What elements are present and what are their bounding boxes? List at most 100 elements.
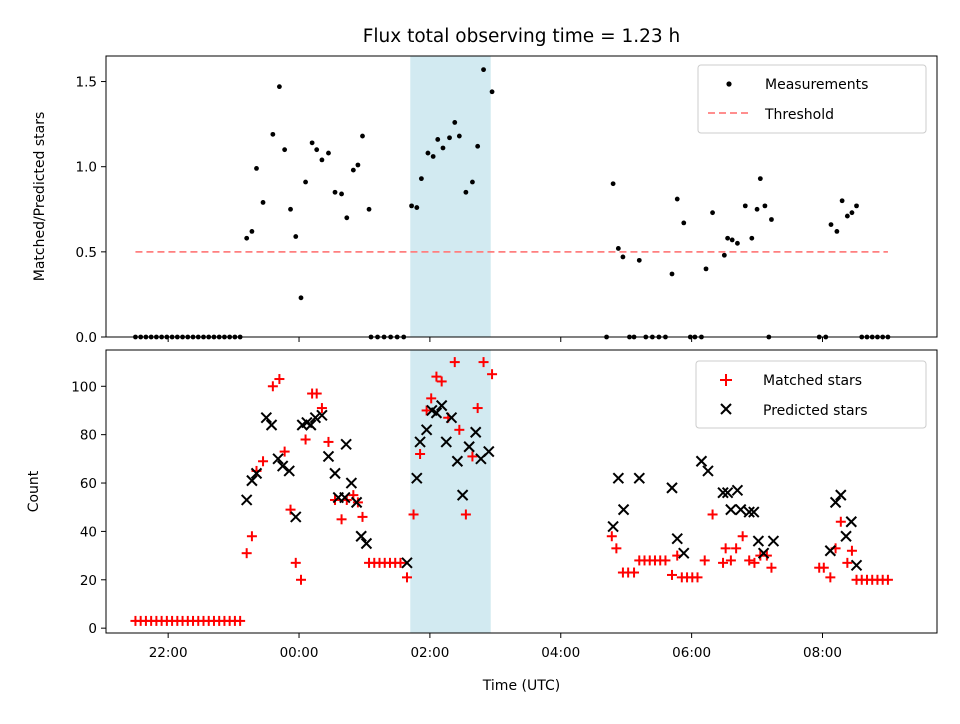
matched-star-point bbox=[467, 451, 478, 462]
ratio-legend: Measurements Threshold bbox=[697, 64, 927, 134]
predicted-star-point bbox=[322, 450, 335, 463]
predicted-star-point bbox=[617, 503, 630, 516]
matched-star-point bbox=[311, 388, 322, 399]
measurement-point bbox=[303, 179, 308, 185]
matched-star-point bbox=[718, 557, 729, 568]
matched-star-point bbox=[431, 371, 442, 382]
legend-threshold-label: Threshold bbox=[764, 107, 834, 123]
predicted-star-point bbox=[702, 465, 714, 477]
measurement-point bbox=[489, 89, 495, 95]
matched-star-point bbox=[731, 543, 742, 554]
measurement-point bbox=[749, 235, 755, 241]
predicted-star-point bbox=[316, 409, 328, 422]
predicted-star-point bbox=[721, 487, 734, 499]
measurement-point bbox=[669, 271, 675, 277]
matched-star-point bbox=[336, 514, 347, 525]
matched-star-point bbox=[246, 531, 257, 542]
predicted-star-point bbox=[845, 516, 857, 528]
ratio-y-tick-label: 0.0 bbox=[76, 330, 97, 346]
measurement-point bbox=[430, 154, 436, 159]
measurement-point bbox=[360, 133, 365, 139]
predicted-star-point bbox=[329, 467, 341, 480]
matched-star-point bbox=[323, 436, 334, 447]
measurements-series bbox=[133, 67, 891, 340]
measurement-point bbox=[350, 167, 356, 173]
measurement-point bbox=[615, 246, 621, 251]
measurement-point bbox=[757, 176, 763, 182]
matched-star-point bbox=[478, 357, 489, 368]
predicted-star-point bbox=[272, 453, 284, 465]
time-x-tick-label: 00:00 bbox=[280, 645, 319, 661]
matched-star-point bbox=[279, 446, 290, 457]
matched-star-point bbox=[472, 403, 483, 414]
measurement-point bbox=[769, 217, 774, 222]
ratio-plot-frame bbox=[105, 55, 938, 338]
matched-star-point bbox=[846, 545, 857, 556]
predicted-star-point bbox=[752, 535, 765, 547]
matched-star-point bbox=[357, 511, 368, 522]
matched-star-point bbox=[692, 572, 703, 583]
measurement-point bbox=[710, 210, 715, 216]
measurement-point bbox=[456, 133, 462, 139]
measurement-point bbox=[735, 240, 740, 246]
matched-star-point bbox=[606, 531, 617, 542]
measurement-point bbox=[703, 266, 709, 272]
matched-star-point bbox=[737, 531, 748, 542]
matched-star-point bbox=[666, 569, 677, 580]
predicted-star-point bbox=[671, 532, 683, 545]
predicted-star-point bbox=[743, 506, 755, 518]
predicted-star-point bbox=[250, 467, 263, 480]
measurement-point bbox=[288, 206, 293, 212]
measurement-point bbox=[440, 145, 446, 151]
predicted-star-point bbox=[734, 503, 747, 516]
predicted-star-point bbox=[401, 557, 413, 569]
time-x-tick-label: 06:00 bbox=[672, 645, 711, 661]
matched-star-point bbox=[629, 567, 640, 578]
measurement-point bbox=[721, 252, 727, 258]
matched-star-point bbox=[744, 555, 755, 566]
count-legend-box bbox=[695, 360, 927, 429]
ratio-y-tick-label: 1.5 bbox=[76, 75, 97, 91]
legend-measurements-marker bbox=[726, 81, 732, 87]
measurement-point bbox=[293, 234, 299, 239]
matched-star-point bbox=[300, 434, 311, 445]
predicted-star-point bbox=[850, 559, 863, 571]
matched-star-point bbox=[235, 615, 246, 626]
measurement-point bbox=[839, 198, 845, 204]
matched-star-point bbox=[274, 374, 285, 385]
matched-star-point bbox=[295, 574, 306, 585]
count-y-axis: 0 20 40 60 80 100 bbox=[71, 379, 106, 637]
measurement-point bbox=[610, 181, 616, 187]
measurement-point bbox=[447, 135, 452, 141]
measurement-point bbox=[475, 143, 481, 149]
predicted-star-point bbox=[840, 530, 852, 542]
time-x-tick-label: 08:00 bbox=[803, 645, 842, 661]
legend-matched-marker bbox=[720, 374, 732, 386]
measurement-point bbox=[762, 203, 768, 209]
predicted-star-point bbox=[824, 545, 837, 557]
predicted-star-point bbox=[355, 530, 367, 542]
count-y-axis-label: Count bbox=[26, 470, 42, 512]
count-panel: 0 20 40 60 80 100 22:00 00:00 02:00 04:00 06:00 08… bbox=[26, 349, 938, 694]
count-plot-frame bbox=[105, 349, 938, 634]
predicted-star-point bbox=[678, 547, 690, 559]
legend-predicted-label: Predicted stars bbox=[763, 403, 868, 419]
measurement-point bbox=[418, 176, 424, 182]
count-y-tick-label: 80 bbox=[80, 428, 97, 444]
matched-star-point bbox=[408, 509, 419, 520]
predicted-star-point bbox=[717, 487, 729, 499]
count-y-tick-label: 60 bbox=[80, 476, 97, 492]
matched-star-point bbox=[766, 562, 777, 573]
time-x-tick-label: 22:00 bbox=[149, 645, 188, 661]
predicted-star-point bbox=[463, 441, 475, 453]
matched-star-point bbox=[436, 376, 447, 387]
predicted-star-point bbox=[350, 496, 363, 509]
ratio-y-tick-label: 1.0 bbox=[76, 160, 97, 176]
matched-star-point bbox=[267, 381, 278, 392]
count-y-tick-label: 0 bbox=[88, 621, 97, 637]
predicted-star-point bbox=[246, 474, 258, 487]
measurement-point bbox=[414, 205, 420, 210]
measurement-point bbox=[339, 191, 344, 197]
predicted-star-point bbox=[290, 511, 302, 523]
